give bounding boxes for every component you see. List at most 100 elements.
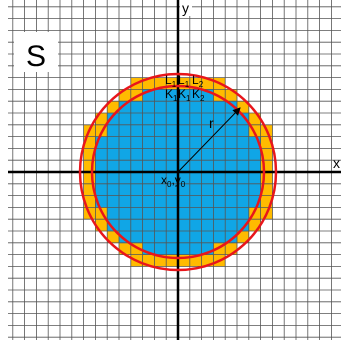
inner-cell xyxy=(178,207,191,220)
inner-cell xyxy=(189,219,202,232)
inner-cell xyxy=(225,172,238,185)
top-row-labels: L1 L1 L2 xyxy=(165,73,204,89)
inner-cell xyxy=(213,195,226,208)
inner-cell xyxy=(166,124,179,137)
radius-arrow xyxy=(177,107,241,173)
inner-cell xyxy=(119,219,132,232)
inner-cell xyxy=(119,136,132,149)
inner-cell xyxy=(201,101,214,114)
inner-cell xyxy=(107,113,120,126)
inner-cell xyxy=(178,136,191,149)
inner-cell xyxy=(107,207,120,220)
inner-cell xyxy=(213,219,226,232)
inner-cell xyxy=(237,172,250,185)
inner-cell xyxy=(142,101,155,114)
inner-cell xyxy=(225,219,238,232)
label-l1: L1 xyxy=(165,73,177,89)
label-k1: K1 xyxy=(178,87,191,103)
inner-cell xyxy=(237,183,250,196)
inner-cell xyxy=(166,101,179,114)
inner-cell xyxy=(225,148,238,161)
inner-cell xyxy=(237,195,250,208)
inner-cell xyxy=(107,136,120,149)
outer-cell xyxy=(83,172,96,185)
inner-cell xyxy=(201,172,214,185)
inner-cell xyxy=(213,172,226,185)
inner-cell xyxy=(154,207,167,220)
inner-cell xyxy=(154,195,167,208)
inner-cell xyxy=(166,219,179,232)
inner-cell xyxy=(107,160,120,173)
inner-cell xyxy=(130,207,143,220)
inner-cell xyxy=(201,219,214,232)
inner-cell xyxy=(237,113,250,126)
inner-cell xyxy=(119,148,132,161)
inner-cell xyxy=(225,183,238,196)
inner-cell xyxy=(248,172,261,185)
inner-cell xyxy=(248,148,261,161)
inner-cell xyxy=(189,231,202,244)
inner-cell xyxy=(213,101,226,114)
inner-cell xyxy=(225,195,238,208)
inner-cell xyxy=(154,113,167,126)
inner-cell xyxy=(201,207,214,220)
inner-cell xyxy=(130,101,143,114)
inner-cell xyxy=(154,124,167,137)
inner-cell xyxy=(154,242,167,255)
inner-cell xyxy=(119,231,132,244)
inner-cell xyxy=(119,207,132,220)
inner-cell xyxy=(154,148,167,161)
inner-cell xyxy=(130,195,143,208)
inner-cell xyxy=(189,160,202,173)
inner-cell xyxy=(189,195,202,208)
inner-cell xyxy=(95,172,108,185)
inner-cell xyxy=(248,160,261,173)
inner-cell xyxy=(142,113,155,126)
inner-cell xyxy=(189,101,202,114)
inner-cell xyxy=(178,113,191,126)
inner-cell xyxy=(166,172,179,185)
inner-cell xyxy=(107,219,120,232)
inner-cell xyxy=(166,89,179,102)
inner-cell xyxy=(142,148,155,161)
inner-cell xyxy=(201,113,214,126)
inner-cell xyxy=(166,183,179,196)
label-k1: K1 xyxy=(165,87,178,103)
inner-cell xyxy=(237,136,250,149)
inner-cell xyxy=(166,160,179,173)
inner-cell xyxy=(213,113,226,126)
inner-cell xyxy=(154,89,167,102)
inner-cell xyxy=(189,113,202,126)
inner-cell xyxy=(178,172,191,185)
outer-cell xyxy=(107,231,120,244)
inner-cell xyxy=(130,160,143,173)
inner-cell xyxy=(130,113,143,126)
outer-circle xyxy=(78,72,278,272)
inner-cell xyxy=(178,242,191,255)
inner-cell xyxy=(201,160,214,173)
inner-cell xyxy=(154,172,167,185)
inner-cell xyxy=(248,183,261,196)
inner-cell xyxy=(154,160,167,173)
inner-cell xyxy=(189,136,202,149)
inner-cell xyxy=(225,207,238,220)
inner-cell xyxy=(142,160,155,173)
inner-cell xyxy=(166,148,179,161)
inner-cell xyxy=(107,195,120,208)
inner-cell xyxy=(201,183,214,196)
inner-cell xyxy=(130,219,143,232)
inner-cell xyxy=(201,231,214,244)
inner-cell xyxy=(142,136,155,149)
inner-cell xyxy=(107,148,120,161)
inner-cell xyxy=(119,183,132,196)
inner-cell xyxy=(119,101,132,114)
inner-cell xyxy=(119,113,132,126)
inner-cell xyxy=(142,183,155,196)
inner-cell xyxy=(189,183,202,196)
inner-cell xyxy=(166,195,179,208)
inner-cell xyxy=(130,148,143,161)
center-label: x0,y0 xyxy=(161,173,186,189)
inner-circle xyxy=(90,84,266,260)
